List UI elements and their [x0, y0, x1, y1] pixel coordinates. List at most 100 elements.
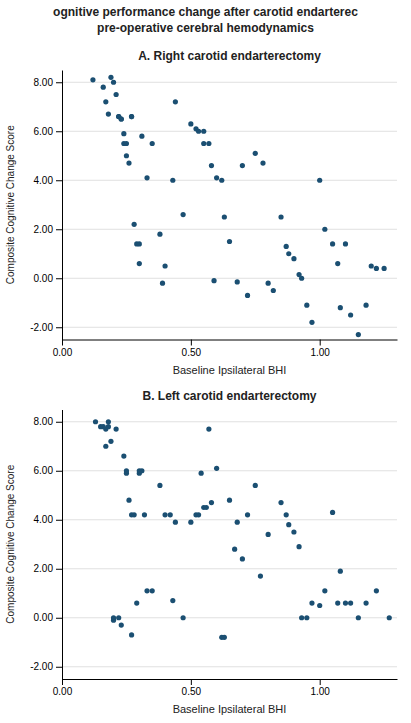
panel: 0.000.501.00-2.000.002.004.006.008.00B. … [5, 389, 398, 716]
axis-line [62, 71, 63, 341]
tick-mark [56, 229, 62, 230]
point [129, 114, 134, 119]
grid-line [62, 278, 397, 279]
point [162, 263, 167, 268]
point [173, 520, 178, 525]
point [266, 532, 271, 537]
point [363, 600, 368, 605]
point [348, 600, 353, 605]
tick-label: 6.00 [34, 465, 54, 476]
point [121, 131, 126, 136]
tick-label: 6.00 [34, 126, 54, 137]
point [227, 239, 232, 244]
point [209, 163, 214, 168]
point [266, 281, 271, 286]
point [188, 520, 193, 525]
point [106, 112, 111, 117]
point [363, 303, 368, 308]
points [90, 75, 386, 337]
point [330, 241, 335, 246]
tick: 4.00 [34, 175, 62, 186]
point [157, 483, 162, 488]
tick-label: 8.00 [34, 77, 54, 88]
point [240, 163, 245, 168]
tick-mark [56, 278, 62, 279]
tick-label: 0.50 [182, 347, 202, 358]
point [139, 468, 144, 473]
tick: 2.00 [34, 563, 62, 574]
point [356, 615, 361, 620]
point [338, 569, 343, 574]
tick-label: 2.00 [34, 224, 54, 235]
point [142, 512, 147, 517]
point [209, 500, 214, 505]
point [170, 178, 175, 183]
point [335, 261, 340, 266]
point [173, 99, 178, 104]
figure-title: ognitive performance change after caroti… [53, 5, 358, 19]
tick-mark [56, 82, 62, 83]
point [196, 129, 201, 134]
point [93, 419, 98, 424]
point [356, 332, 361, 337]
grid [62, 422, 397, 667]
point [90, 77, 95, 82]
point [137, 241, 142, 246]
tick: 0.00 [34, 273, 62, 284]
point [124, 468, 129, 473]
point [235, 279, 240, 284]
tick: 0.50 [182, 679, 202, 697]
figure-title: pre-operative cerebral hemodynamics [97, 21, 314, 35]
point [374, 266, 379, 271]
tick-mark [56, 327, 62, 328]
point [219, 178, 224, 183]
tick-mark [320, 340, 321, 346]
tick-mark [191, 340, 192, 346]
points [93, 419, 392, 640]
point [114, 427, 119, 432]
point [201, 129, 206, 134]
point [253, 483, 258, 488]
point [119, 116, 124, 121]
x-axis: 0.00 0.50 1.00 [53, 340, 398, 358]
tick-label: 0.00 [34, 273, 54, 284]
point [129, 114, 134, 119]
tick-label: 0.00 [34, 612, 54, 623]
tick: 0.00 [53, 340, 73, 358]
tick-mark [56, 471, 62, 472]
panel-title: B. Left carotid endarterectomy [142, 389, 316, 403]
y-axis-label: Composite Cognitive Change Score [5, 464, 16, 623]
point [322, 227, 327, 232]
tick: 1.00 [310, 679, 330, 697]
point [126, 161, 131, 166]
point [322, 588, 327, 593]
tick-label: 0.00 [53, 347, 73, 358]
tick: 0.50 [182, 340, 202, 358]
grid-line [62, 519, 397, 520]
point [134, 600, 139, 605]
point [253, 151, 258, 156]
point [335, 600, 340, 605]
point [258, 574, 263, 579]
point [271, 288, 276, 293]
tick: 6.00 [34, 126, 62, 137]
tick-label: 0.50 [182, 686, 202, 697]
grid-line [62, 229, 397, 230]
point [240, 556, 245, 561]
tick: -2.00 [30, 661, 62, 672]
x-axis-label: Baseline Ipsilateral BHI [173, 703, 287, 715]
point [139, 134, 144, 139]
tick-label: -2.00 [30, 661, 53, 672]
y-axis: -2.000.002.004.006.008.00 [30, 71, 62, 341]
axis-line [63, 679, 398, 680]
point [108, 75, 113, 80]
point [201, 141, 206, 146]
tick-mark [62, 679, 63, 685]
point [348, 312, 353, 317]
point [284, 244, 289, 249]
grid-line [62, 470, 397, 471]
point [111, 80, 116, 85]
point [286, 522, 291, 527]
tick: 1.00 [310, 340, 330, 358]
point [126, 498, 131, 503]
